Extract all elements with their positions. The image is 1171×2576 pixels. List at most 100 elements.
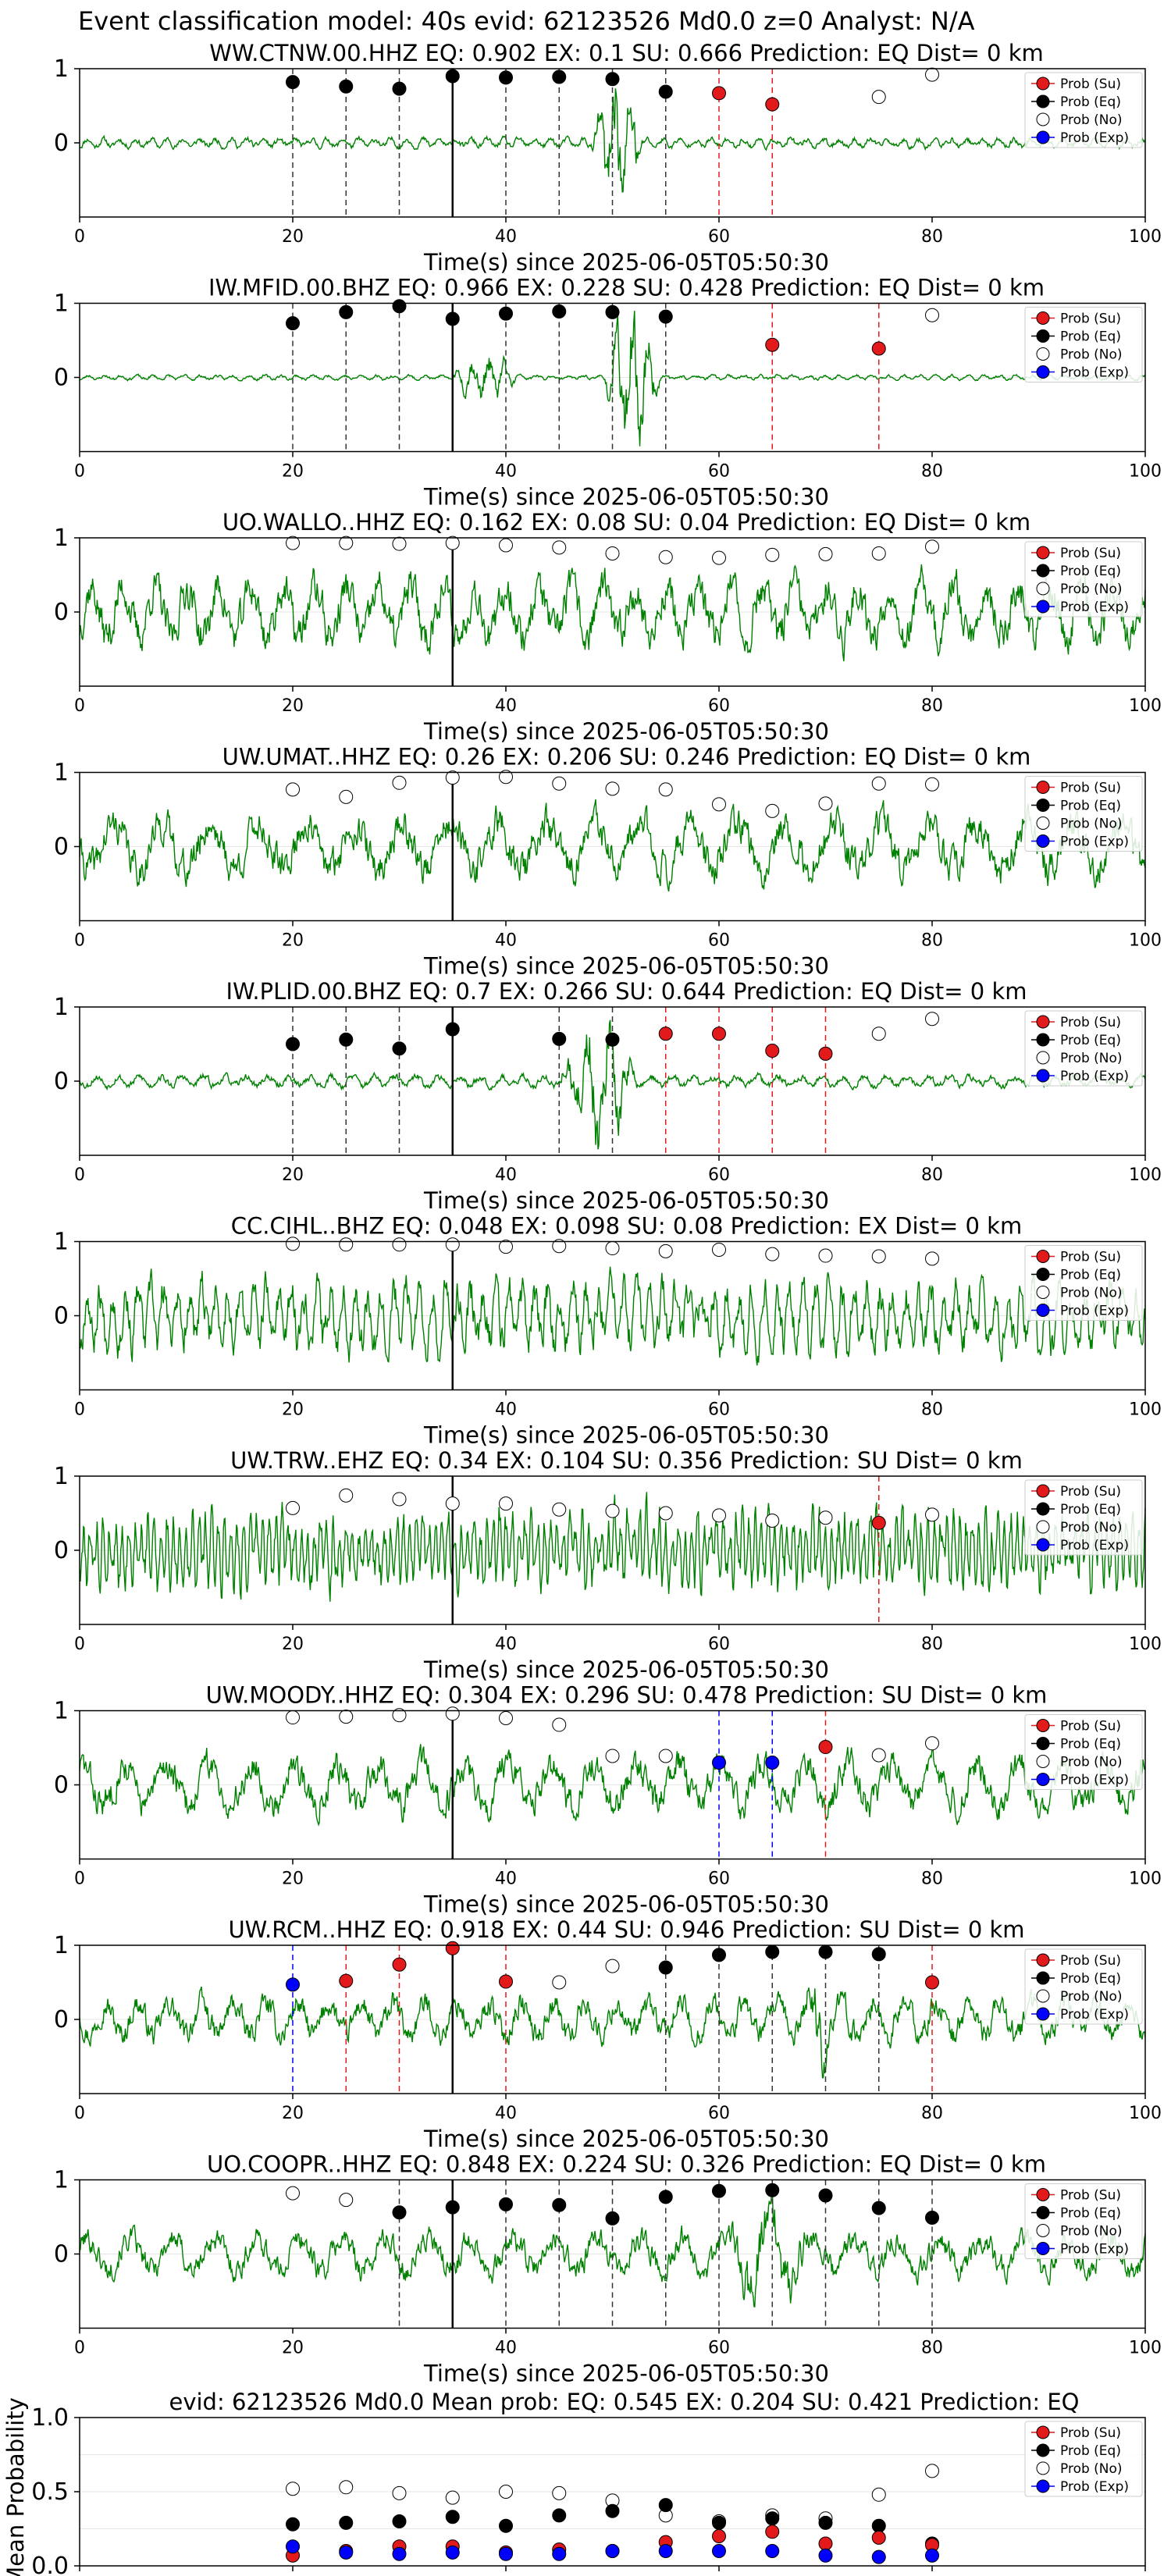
panel-4-legend-label: Prob (Eq): [1060, 799, 1121, 814]
panel-5-prob-marker-eq: [605, 1032, 620, 1047]
panel-1-xtick-label: 60: [708, 227, 730, 247]
panel-2-prob-marker-no: [925, 308, 939, 322]
panel-3-ytick-label: 0: [54, 599, 69, 626]
panel-9-legend-marker: [1036, 1953, 1050, 1967]
panel-2-xtick-label: 60: [708, 462, 730, 482]
panel-1-prob-marker-eq: [286, 75, 300, 90]
panel-10-legend-marker: [1036, 2188, 1050, 2201]
panel-4-prob-marker-no: [499, 770, 513, 785]
panel-1-xtick-label: 40: [495, 227, 517, 247]
panel-7-xlabel: Time(s) since 2025-06-05T05:50:30: [423, 1656, 829, 1683]
mean-panel-marker-eq: [658, 2498, 673, 2513]
panel-7-prob-marker-no: [658, 1506, 673, 1521]
panel-2-legend-label: Prob (Eq): [1060, 329, 1121, 345]
panel-9-legend-marker: [1036, 1971, 1050, 1985]
panel-3-xtick-label: 20: [282, 696, 304, 716]
panel-8-legend-label: Prob (Exp): [1060, 1773, 1129, 1788]
panel-3-prob-marker-no: [392, 536, 407, 551]
panel-1-legend-label: Prob (No): [1060, 112, 1123, 128]
panel-8-prob-marker-no: [339, 1710, 354, 1724]
panel-8-title: UW.MOODY..HHZ EQ: 0.304 EX: 0.296 SU: 0.…: [206, 1682, 1048, 1709]
panel-5-prob-marker-eq: [286, 1037, 300, 1051]
panel-8-legend-box: [1024, 1714, 1143, 1790]
panel-2-prob-marker-su: [871, 341, 886, 356]
panel-3-title: UO.WALLO..HHZ EQ: 0.162 EX: 0.08 SU: 0.0…: [222, 509, 1030, 535]
panel-6-prob-marker-no: [658, 1244, 673, 1258]
panel-3-xtick-label: 100: [1129, 696, 1162, 716]
panel-7-prob-marker-no: [339, 1488, 354, 1503]
mean-panel-marker-exp: [392, 2546, 407, 2561]
mean-panel-legend-label: Prob (Exp): [1060, 2479, 1129, 2495]
panel-2-xtick-label: 40: [495, 462, 517, 482]
panel-10-prob-marker-eq: [765, 2183, 780, 2197]
panel-3-prob-marker-no: [871, 546, 886, 560]
panel-4-xtick-label: 60: [708, 931, 730, 951]
panel-3-legend-label: Prob (Eq): [1060, 564, 1121, 579]
panel-4-prob-marker-no: [605, 781, 620, 796]
panel-5: IW.PLID.00.BHZ EQ: 0.7 EX: 0.266 SU: 0.6…: [54, 978, 1162, 1214]
panel-9-legend-marker: [1036, 1989, 1050, 2003]
panel-7-legend-marker: [1036, 1520, 1050, 1534]
panel-4-xtick-label: 20: [282, 931, 304, 951]
panel-4-prob-marker-no: [818, 796, 833, 811]
panel-5-prob-marker-su: [712, 1026, 726, 1041]
panel-4-prob-marker-no: [552, 776, 567, 791]
panel-1-xtick-label: 20: [282, 227, 304, 247]
mean-panel-marker-exp: [818, 2548, 833, 2563]
panel-7-legend-label: Prob (No): [1060, 1520, 1123, 1535]
panel-6-prob-marker-no: [339, 1237, 354, 1252]
panel-3-prob-marker-no: [712, 550, 726, 565]
panel-10-ytick-label: 1: [54, 2167, 69, 2194]
panel-7-legend-marker: [1036, 1484, 1050, 1498]
panel-2-xtick-label: 100: [1129, 462, 1162, 482]
panel-9-prob-marker-no: [552, 1975, 567, 1990]
mean-panel-ytick-label: 1.0: [31, 2404, 69, 2432]
panel-9-prob-marker-eq: [712, 1948, 726, 1962]
panel-8-xtick-label: 40: [495, 1870, 517, 1889]
panel-2: IW.MFID.00.BHZ EQ: 0.966 EX: 0.228 SU: 0…: [54, 275, 1162, 511]
panel-1-prob-marker-no: [925, 67, 939, 82]
panel-2-title: IW.MFID.00.BHZ EQ: 0.966 EX: 0.228 SU: 0…: [208, 275, 1045, 301]
panel-7-legend-marker: [1036, 1502, 1050, 1516]
panel-7-prob-marker-no: [925, 1507, 939, 1522]
panel-4-legend-label: Prob (No): [1060, 817, 1123, 832]
panel-5-prob-marker-su: [818, 1046, 833, 1061]
panel-6-xtick-label: 100: [1129, 1400, 1162, 1420]
panel-9-prob-marker-eq: [871, 1947, 886, 1962]
panel-6-legend-marker: [1036, 1304, 1050, 1317]
panel-7-xtick-label: 40: [495, 1635, 517, 1654]
mean-panel-marker-eq: [605, 2503, 620, 2518]
panel-3-xtick-label: 0: [74, 696, 85, 716]
panel-6-legend-label: Prob (No): [1060, 1286, 1123, 1301]
panel-10-prob-marker-eq: [658, 2190, 673, 2204]
panel-7-prob-marker-no: [445, 1496, 460, 1511]
panel-6-legend-label: Prob (Eq): [1060, 1268, 1121, 1283]
panel-7-ytick-label: 0: [54, 1537, 69, 1564]
panel-10-xtick-label: 80: [921, 2339, 943, 2358]
panel-10-prob-marker-eq: [392, 2205, 407, 2220]
panel-1-xtick-label: 100: [1129, 227, 1162, 247]
panel-2-legend-marker: [1036, 347, 1050, 361]
panel-2-prob-marker-eq: [605, 304, 620, 319]
panel-1-xtick-label: 80: [921, 227, 943, 247]
panel-3-legend-label: Prob (No): [1060, 582, 1123, 597]
panel-7: UW.TRW..EHZ EQ: 0.34 EX: 0.104 SU: 0.356…: [54, 1447, 1162, 1683]
panel-6-prob-marker-no: [765, 1247, 780, 1261]
mean-panel-marker-no: [871, 2487, 886, 2502]
panel-10-xtick-label: 20: [282, 2339, 304, 2358]
mean-panel-legend-label: Prob (No): [1060, 2461, 1123, 2477]
panel-1-prob-marker-eq: [658, 84, 673, 99]
panel-6-prob-marker-no: [605, 1241, 620, 1256]
panel-5-prob-marker-su: [658, 1026, 673, 1041]
panel-4-waveform: [79, 799, 1146, 892]
panel-6-legend-marker: [1036, 1268, 1050, 1281]
panel-1-prob-marker-eq: [605, 72, 620, 87]
panel-10-prob-marker-eq: [925, 2210, 939, 2225]
panel-4: UW.UMAT..HHZ EQ: 0.26 EX: 0.206 SU: 0.24…: [54, 744, 1162, 980]
panel-10-xtick-label: 0: [74, 2339, 85, 2358]
panel-3-legend-label: Prob (Su): [1060, 546, 1121, 561]
panel-1-prob-marker-eq: [445, 69, 460, 84]
panel-4-prob-marker-no: [658, 782, 673, 797]
panel-4-prob-marker-no: [765, 803, 780, 818]
